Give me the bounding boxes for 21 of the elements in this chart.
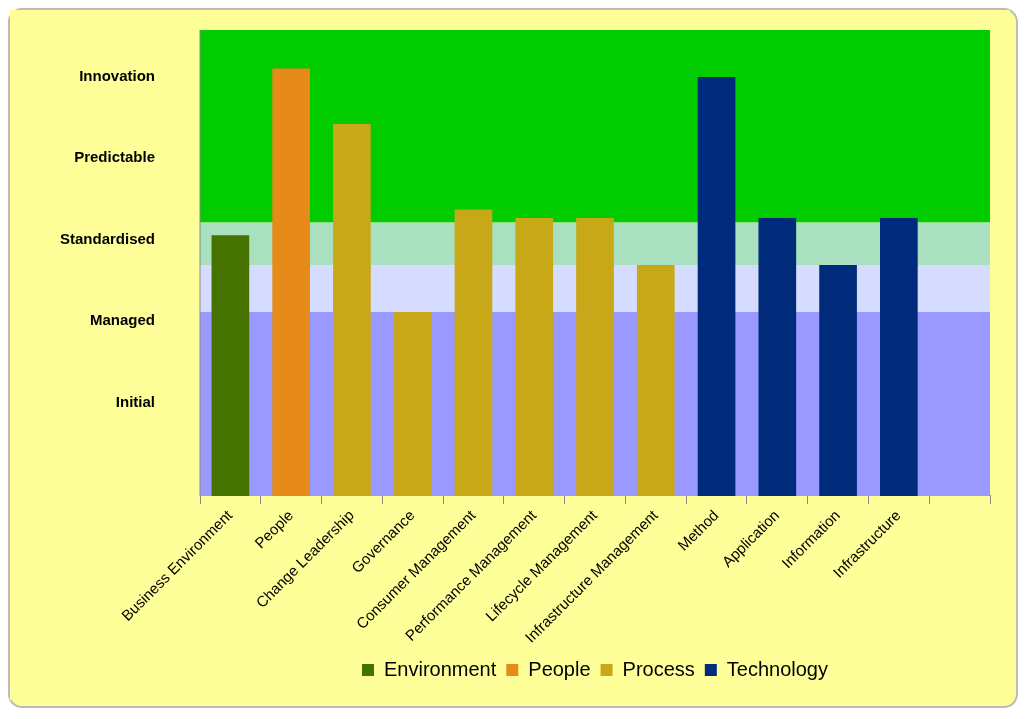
bar xyxy=(697,77,736,496)
text: Initial xyxy=(115,392,155,410)
bar xyxy=(819,265,857,496)
legend-label: Environment xyxy=(384,657,497,680)
text: Innovation xyxy=(79,66,155,84)
bar xyxy=(880,218,918,496)
bar xyxy=(454,209,493,496)
legend-label: Technology xyxy=(726,657,828,680)
text: Standardised xyxy=(59,229,155,247)
bar xyxy=(576,218,614,496)
bar xyxy=(636,265,675,496)
bar xyxy=(333,124,371,496)
legend-label: Process xyxy=(622,657,695,680)
bar xyxy=(211,235,250,496)
bar xyxy=(393,312,432,496)
text: Managed xyxy=(89,311,155,329)
bar xyxy=(272,68,310,496)
legend-label: People xyxy=(528,657,591,680)
bar xyxy=(515,218,554,496)
text: Predictable xyxy=(74,148,155,166)
bar xyxy=(758,218,797,496)
